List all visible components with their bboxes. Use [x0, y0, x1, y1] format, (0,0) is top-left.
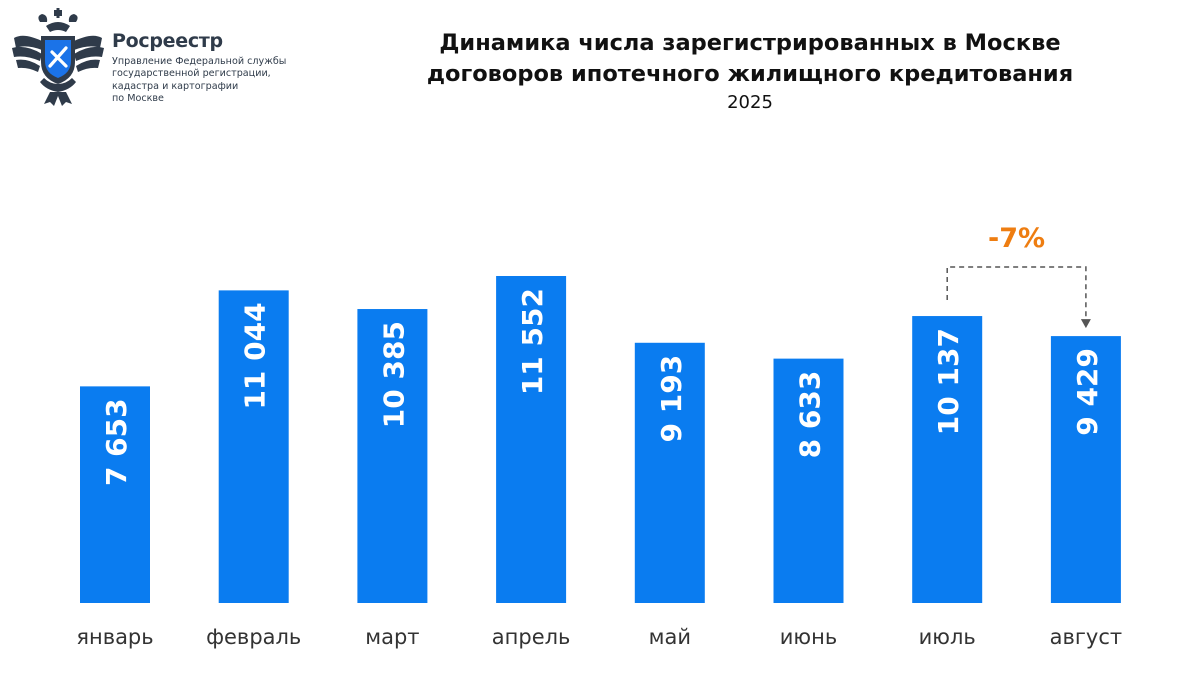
x-tick-label: май	[649, 625, 691, 649]
x-tick-label: июль	[919, 625, 976, 649]
rosreestr-emblem-logo	[12, 8, 104, 106]
bar-value-label: 9 193	[655, 355, 688, 443]
chart-subtitle: 2025	[727, 92, 773, 113]
bar-август	[1050, 336, 1121, 603]
bar-июль	[912, 316, 983, 603]
bar-value-label: 10 137	[932, 328, 965, 435]
bar-май	[634, 342, 705, 603]
change-bracket-line	[946, 266, 1087, 321]
bar-июнь	[773, 358, 844, 603]
bar-value-label: 11 552	[516, 288, 549, 395]
x-tick-label: август	[1050, 625, 1123, 649]
annotation-layer: -7%	[946, 223, 1091, 329]
x-tick-label: апрель	[492, 625, 571, 649]
org-description: Управление Федеральной службы государств…	[112, 56, 287, 105]
x-tick-label: июнь	[780, 625, 837, 649]
bar-value-label: 11 044	[239, 302, 272, 409]
org-name: Росреестр	[112, 30, 223, 52]
bars-layer: 7 653 январь 11 044 февраль 10 385 март 11 552…	[76, 276, 1122, 649]
change-percent-label: -7%	[988, 223, 1045, 254]
logo-block: Росреестр Управление Федеральной службы …	[10, 8, 320, 108]
bar-февраль	[218, 290, 289, 603]
bar-март	[357, 309, 428, 603]
bar-апрель	[496, 276, 567, 603]
x-tick-label: февраль	[206, 625, 301, 649]
x-tick-label: март	[365, 625, 419, 649]
chart-title: Динамика числа зарегистрированных в Моск…	[426, 30, 1074, 87]
bar-value-label: 10 385	[377, 321, 410, 428]
bar-value-label: 9 429	[1071, 348, 1104, 436]
bar-январь	[80, 386, 150, 603]
bar-value-label: 7 653	[100, 398, 133, 486]
bar-value-label: 8 633	[794, 371, 827, 459]
change-arrow-head	[1080, 319, 1091, 329]
x-tick-label: январь	[76, 625, 153, 649]
